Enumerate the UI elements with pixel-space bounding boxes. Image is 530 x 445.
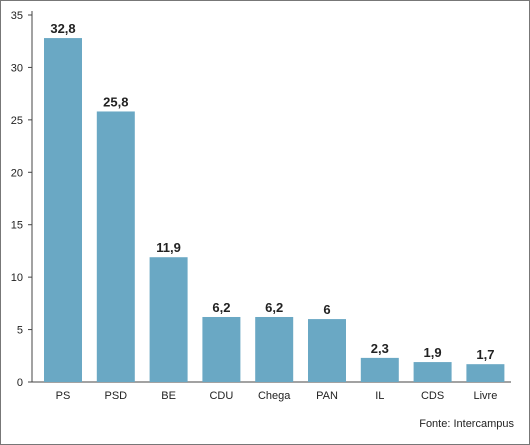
bar	[360, 357, 399, 382]
x-tick-label: IL	[375, 390, 384, 402]
y-tick-label: 30	[11, 62, 23, 74]
x-tick-label: Chega	[258, 390, 291, 402]
bar	[96, 111, 135, 383]
bar	[308, 319, 346, 382]
data-label: 6	[323, 302, 330, 317]
y-tick-label: 35	[11, 10, 23, 22]
y-tick-label: 20	[11, 167, 23, 179]
y-tick-label: 15	[11, 220, 23, 232]
x-tick-label: Livre	[473, 390, 497, 402]
y-tick-label: 25	[11, 115, 23, 127]
data-label: 6,2	[212, 300, 230, 315]
y-tick-label: 5	[17, 325, 23, 337]
bar	[255, 316, 294, 382]
bar	[202, 316, 241, 382]
x-tick-label: PS	[56, 390, 71, 402]
x-tick-label: PSD	[104, 390, 127, 402]
y-tick-label: 10	[11, 272, 23, 284]
bar	[466, 364, 505, 382]
x-tick-label: CDS	[421, 390, 444, 402]
bar	[413, 362, 452, 382]
bar	[149, 257, 188, 382]
y-tick-label: 0	[17, 377, 23, 389]
data-label: 1,7	[476, 347, 494, 362]
data-label: 32,8	[50, 21, 75, 36]
data-label: 11,9	[156, 240, 181, 255]
x-tick-label: PAN	[316, 390, 338, 402]
x-tick-label: CDU	[209, 390, 233, 402]
source-note: Fonte: Intercampus	[419, 418, 514, 430]
data-label: 1,9	[424, 345, 442, 360]
data-label: 25,8	[103, 94, 128, 109]
data-label: 2,3	[371, 341, 389, 356]
bar	[44, 38, 82, 382]
data-label: 6,2	[265, 300, 283, 315]
x-tick-label: BE	[161, 390, 176, 402]
